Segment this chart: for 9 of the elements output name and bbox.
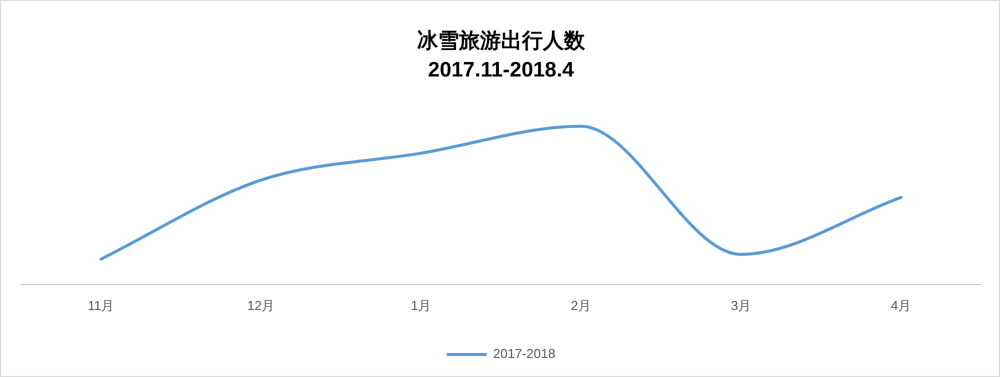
chart-subtitle: 2017.11-2018.4 <box>428 58 574 82</box>
x-tick-label: 4月 <box>890 298 912 313</box>
x-tick-label: 1月 <box>410 298 432 313</box>
x-tick-label: 12月 <box>247 298 275 313</box>
x-tick-label: 2月 <box>570 298 592 313</box>
x-tick-label: 11月 <box>88 298 114 313</box>
legend-label: 2017-2018 <box>493 346 556 362</box>
x-tick-label: 3月 <box>730 298 752 313</box>
chart-title: 冰雪旅游出行人数 <box>417 29 586 52</box>
